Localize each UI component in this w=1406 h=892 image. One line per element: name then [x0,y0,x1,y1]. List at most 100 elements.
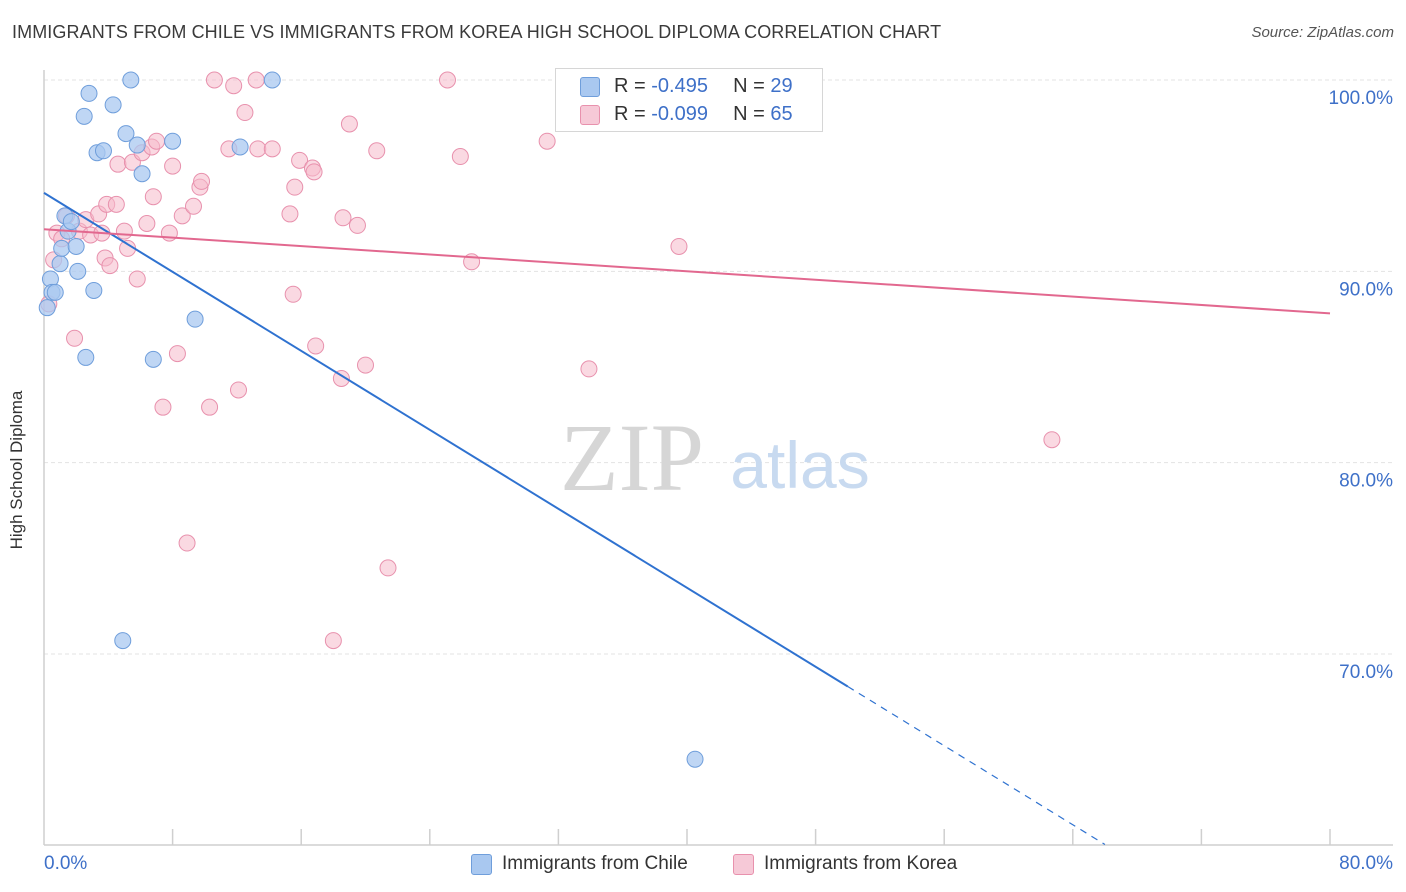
chart-title: IMMIGRANTS FROM CHILE VS IMMIGRANTS FROM… [12,22,942,42]
korea-point [307,337,325,355]
korea-point [173,207,191,225]
y-tick-label: 70.0% [1339,662,1393,683]
chile-point [75,107,93,125]
tick-labels: 100.0% 90.0% 80.0% 70.0% 0.0% 80.0% [44,88,1393,874]
korea-point [205,71,223,89]
chile-point [85,281,103,299]
y-tick-label: 100.0% [1329,88,1394,109]
watermark-zip: ZIP [560,404,704,511]
korea-point [357,356,374,374]
chile-swatch [580,77,600,97]
korea-point [109,155,127,173]
korea-point [115,222,133,240]
legend-text-korea: R = -0.099 N = 65 [614,103,793,126]
y-tick-label: 90.0% [1339,279,1393,300]
y-tick-label: 80.0% [1339,471,1393,492]
chile-legend-swatch [471,854,492,875]
watermark-atlas: atlas [730,428,869,502]
chile-point [686,750,704,768]
korea-point [286,178,304,196]
korea-point [168,345,186,363]
y-axis-label: High School Diploma [7,390,26,550]
chart-source: Source: ZipAtlas.com [1251,24,1394,41]
axes [43,70,1393,846]
korea-point [332,369,350,387]
korea-point [305,163,323,181]
korea-point [368,142,386,160]
korea-point [291,151,309,169]
korea-point [284,285,302,303]
data-points [38,71,1061,768]
r-label: R = [614,75,652,97]
korea-point [249,140,267,158]
chile-trend-extension [847,686,1106,846]
korea-point [334,209,352,227]
korea-point [164,157,182,175]
gridlines [44,79,1393,655]
korea-legend-swatch [733,854,754,875]
korea-point [107,195,125,213]
korea-point [263,140,281,158]
chile-trend-line [43,192,849,688]
korea-point [438,71,456,89]
legend-text-chile: R = -0.495 N = 29 [614,75,793,98]
korea-legend-label: Immigrants from Korea [764,853,958,874]
chile-point [80,84,98,102]
chile-point [67,237,85,255]
stats-legend: R = -0.495 N = 29 R = -0.099 N = 65 [555,68,823,132]
korea-point [66,329,84,347]
korea-point [340,115,358,133]
korea-point [230,381,248,399]
chile-point [51,255,69,273]
korea-point [138,215,156,232]
korea-point [281,205,299,223]
r-value: -0.099 [651,103,708,125]
korea-point [670,237,688,255]
korea-point [201,398,219,416]
chile-point [77,348,95,366]
chile-legend-label: Immigrants from Chile [502,853,688,874]
chile-point [117,125,135,143]
korea-point [247,71,265,89]
n-value: 65 [770,103,793,125]
trend-lines [43,192,1331,846]
korea-point [348,216,366,234]
korea-swatch [580,105,600,125]
korea-point [225,77,243,95]
chile-point [231,138,249,156]
chile-point [186,310,204,328]
korea-point [128,270,146,288]
r-value: -0.495 [651,75,708,97]
korea-point [178,534,196,552]
chile-point [46,283,64,301]
x-tick-label: 80.0% [1339,853,1393,874]
chile-point [164,132,182,150]
r-label: R = [614,103,652,125]
chile-point [263,71,281,89]
korea-point [451,148,469,166]
chile-point [62,213,80,231]
chile-point [122,71,140,89]
korea-trend-line [43,228,1331,315]
chile-point [114,632,132,650]
n-label: N = [733,103,771,125]
n-label: N = [733,75,771,97]
watermark: ZIP atlas [560,404,870,511]
chile-point [53,239,71,257]
korea-point [1043,431,1061,449]
korea-point [101,257,119,275]
chile-point [94,142,112,160]
korea-point [379,559,397,577]
x-tick-label: 0.0% [44,853,87,874]
korea-point [580,360,598,378]
chile-point [38,299,56,317]
korea-point [144,188,162,206]
chile-point [104,96,122,114]
korea-point [324,632,342,650]
n-value: 29 [770,75,793,97]
chile-point [144,350,162,368]
korea-point [184,197,202,215]
korea-point [148,132,166,150]
korea-point [193,172,211,190]
